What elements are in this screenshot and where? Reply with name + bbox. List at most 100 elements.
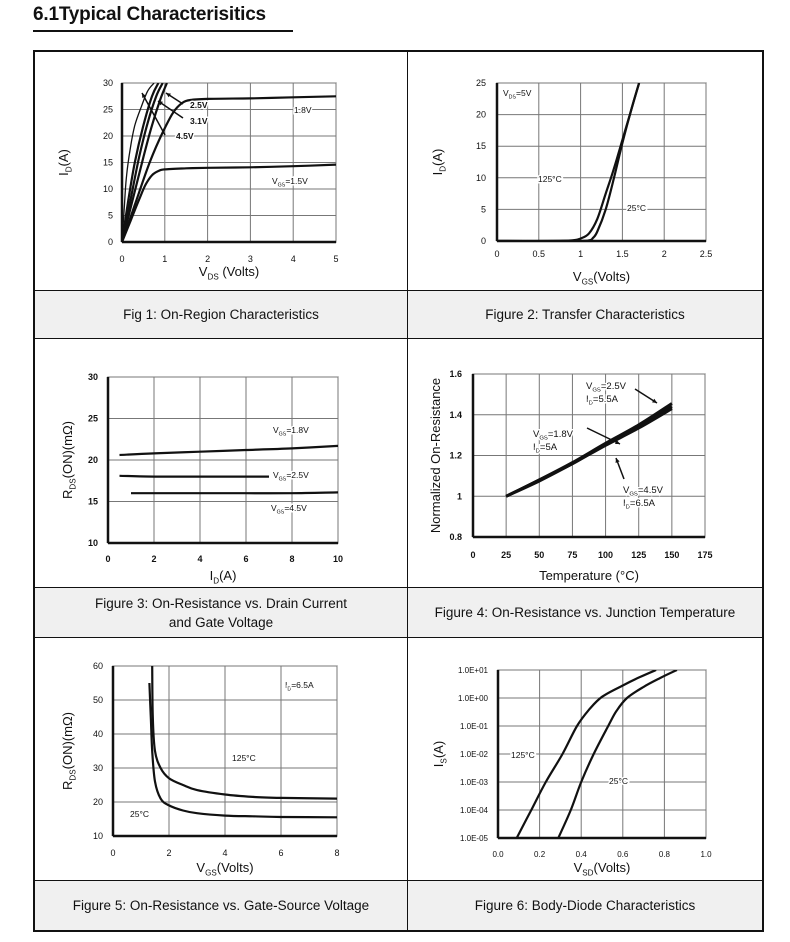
annotation-label: ID=6.5A: [285, 680, 314, 692]
arrow-head: [615, 458, 620, 463]
annotation-label: 125°C: [232, 753, 256, 763]
fig1-chart: 0 1 2 3 4 5 0 5 10 15 20 25 30 VDS (Volts) ID(A) 2.5V 3.…: [56, 78, 339, 282]
arrow-head: [158, 101, 163, 106]
series-line-V-GS-4.5V-I-D-6.5A: [505, 407, 673, 498]
y-tick-label: 50: [93, 695, 103, 705]
annotation-label: ID=6.5A: [623, 498, 656, 511]
y-tick-label: 30: [88, 372, 98, 382]
annotation-label: VGS=1.8V: [533, 429, 574, 442]
caption-fig5: Figure 5: On-Resistance vs. Gate-Source …: [35, 881, 407, 930]
figure-grid: [33, 50, 764, 932]
y-tick-label: 5: [481, 204, 486, 214]
x-tick-label: 4: [197, 554, 202, 564]
fig4-x-axis-label: Temperature (°C): [539, 568, 639, 583]
fig1-x-axis-label: VDS (Volts): [199, 264, 259, 282]
x-tick-label: 2: [205, 254, 210, 264]
y-tick-label: 10: [93, 831, 103, 841]
x-tick-label: 1: [578, 249, 583, 259]
y-tick-label: 15: [476, 141, 486, 151]
arrow-head: [615, 440, 620, 444]
y-tick-label: 10: [88, 538, 98, 548]
annotation-label: VGS=2.5V: [273, 470, 309, 482]
fig3-y-axis-label: RDS(ON)(mΩ): [60, 421, 78, 499]
x-tick-label: 1: [162, 254, 167, 264]
y-tick-label: 1.0E-04: [460, 806, 489, 815]
y-tick-label: 20: [476, 110, 486, 120]
x-tick-label: 10: [333, 554, 343, 564]
series-line-1.8V: [122, 95, 336, 242]
fig6-x-axis-label: VSD(Volts): [574, 860, 631, 878]
caption-fig2: Figure 2: Transfer Characteristics: [408, 291, 762, 338]
annotation-label: VGS=4.5V: [623, 485, 664, 498]
series-line-25-C: [148, 682, 337, 819]
y-tick-label: 1.0E-02: [460, 750, 489, 759]
series-line-V-GS-1.8V: [119, 444, 338, 457]
caption-fig3: Figure 3: On-Resistance vs. Drain Curren…: [35, 588, 407, 637]
annotation-label: 4.5V: [176, 131, 194, 141]
x-tick-label: 2.5: [700, 249, 713, 259]
x-tick-label: 0.6: [617, 850, 629, 859]
x-tick-label: 0: [494, 249, 499, 259]
x-tick-label: 3: [248, 254, 253, 264]
title-underline: [33, 30, 293, 32]
x-tick-label: 0.8: [659, 850, 671, 859]
annotation-label: 25°C: [627, 203, 646, 213]
x-tick-label: 2: [166, 848, 171, 858]
y-tick-label: 0.8: [449, 532, 462, 542]
annotation-label: 25°C: [609, 776, 628, 786]
series-line-V-GS-1.5V: [122, 163, 336, 242]
row-divider: [33, 637, 764, 638]
annotation-label: 3.1V: [190, 116, 208, 126]
x-tick-label: 6: [243, 554, 248, 564]
x-tick-label: 8: [334, 848, 339, 858]
y-tick-label: 30: [93, 763, 103, 773]
fig3-x-axis-label: ID(A): [210, 568, 237, 586]
y-tick-label: 1.0E+01: [458, 666, 489, 675]
series-line-4.5V: [122, 83, 160, 242]
x-tick-label: 2: [151, 554, 156, 564]
annotation-label: 125°C: [511, 750, 535, 760]
row-divider: [33, 338, 764, 339]
x-tick-label: 0: [105, 554, 110, 564]
fig2-chart: 0 0.5 1 1.5 2 2.5 0 5 10 15 20 25 VGS(Volts) ID(A) VDS…: [430, 78, 712, 287]
fig4-chart: 0 25 50 75 100 125 150 175 0.8 1 1.2 1.4 1.6 Temperat…: [428, 369, 713, 583]
fig5-x-axis-label: VGS(Volts): [196, 860, 253, 878]
y-tick-label: 60: [93, 661, 103, 671]
fig6-chart: 0.0 0.2 0.4 0.6 0.8 1.0 1.0E-05 1.0E-04 1.0E-03 1…: [431, 666, 712, 878]
x-tick-label: 0.4: [576, 850, 588, 859]
series-line-25-C: [557, 670, 678, 838]
series-line-V-GS-2.5V: [119, 474, 269, 478]
y-tick-label: 40: [93, 729, 103, 739]
series-line-125-C: [151, 666, 337, 800]
caption-fig4: Figure 4: On-Resistance vs. Junction Tem…: [408, 588, 762, 637]
x-tick-label: 6: [278, 848, 283, 858]
x-tick-label: 5: [333, 254, 338, 264]
series-line-V-GS-4.5V: [131, 491, 338, 495]
fig3-chart: 0 2 4 6 8 10 10 15 20 25 30 ID(A) RDS(ON)(mΩ) VGS=1.8…: [60, 372, 343, 586]
series-line-3.1V: [122, 83, 164, 242]
x-tick-label: 75: [567, 550, 577, 560]
section-title: 6.1Typical Characterisitics: [33, 4, 266, 25]
arrow-head: [166, 93, 171, 98]
y-tick-label: 25: [88, 414, 98, 424]
x-tick-label: 4: [291, 254, 296, 264]
x-tick-label: 2: [662, 249, 667, 259]
y-tick-label: 1.0E-05: [460, 834, 489, 843]
y-tick-label: 1.6: [449, 369, 462, 379]
row-divider: [33, 290, 764, 291]
y-tick-label: 10: [103, 184, 113, 194]
x-tick-label: 0: [119, 254, 124, 264]
arrow-head: [142, 93, 147, 98]
x-tick-label: 0: [110, 848, 115, 858]
x-tick-label: 125: [631, 550, 646, 560]
caption-fig1: Fig 1: On-Region Characteristics: [35, 291, 407, 338]
fig6-y-axis-label: IS(A): [431, 741, 449, 767]
x-tick-label: 150: [664, 550, 679, 560]
fig5-y-axis-label: RDS(ON)(mΩ): [60, 712, 78, 790]
caption-fig3-line1: Figure 3: On-Resistance vs. Drain Curren…: [94, 595, 348, 611]
annotation-label: 125°C: [538, 174, 562, 184]
caption-fig6: Figure 6: Body-Diode Characteristics: [408, 881, 762, 930]
y-tick-label: 1: [457, 491, 462, 501]
fig2-x-axis-label: VGS(Volts): [573, 269, 630, 287]
